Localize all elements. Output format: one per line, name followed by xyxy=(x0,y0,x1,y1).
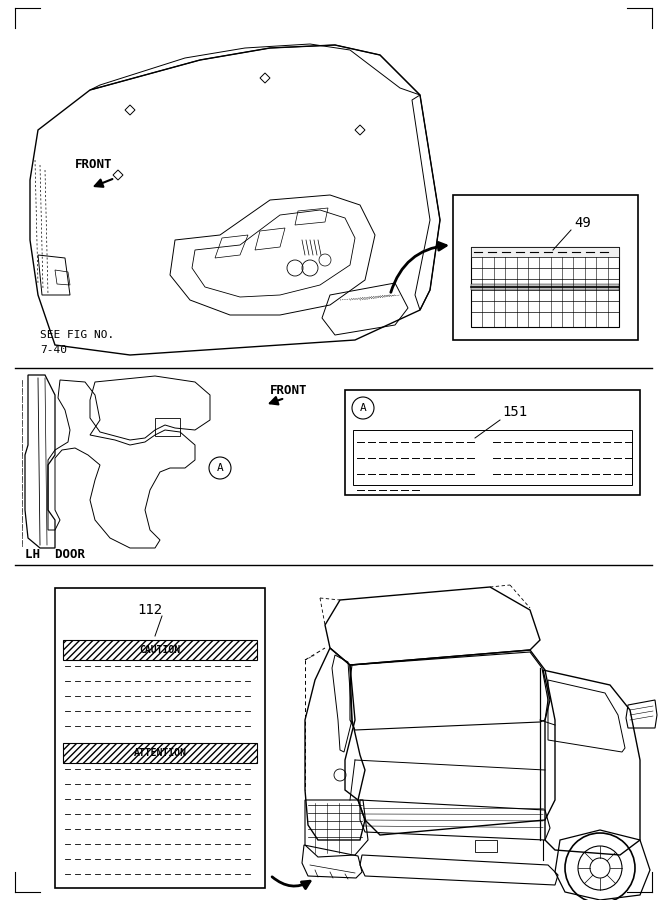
Bar xyxy=(353,430,632,485)
Bar xyxy=(453,195,638,340)
Text: FRONT: FRONT xyxy=(270,383,307,397)
Text: FRONT: FRONT xyxy=(75,158,113,172)
FancyArrowPatch shape xyxy=(391,242,446,292)
Text: SEE FIG NO.: SEE FIG NO. xyxy=(40,330,114,340)
Text: 7-40: 7-40 xyxy=(40,345,67,355)
Bar xyxy=(471,247,619,257)
Text: A: A xyxy=(217,463,223,473)
Text: ATTENTION: ATTENTION xyxy=(133,748,187,758)
Bar xyxy=(345,390,640,495)
Text: LH  DOOR: LH DOOR xyxy=(25,548,85,561)
Bar xyxy=(63,640,257,660)
Text: 49: 49 xyxy=(575,216,592,230)
Text: 112: 112 xyxy=(137,603,163,617)
Bar xyxy=(475,840,497,852)
Bar xyxy=(55,588,265,888)
Text: CAUTION: CAUTION xyxy=(139,645,181,655)
Bar xyxy=(471,284,619,290)
FancyArrowPatch shape xyxy=(272,877,310,888)
Text: 151: 151 xyxy=(502,405,528,419)
Bar xyxy=(471,247,619,327)
Bar xyxy=(155,418,180,436)
Text: A: A xyxy=(360,403,366,413)
Bar xyxy=(63,743,257,763)
